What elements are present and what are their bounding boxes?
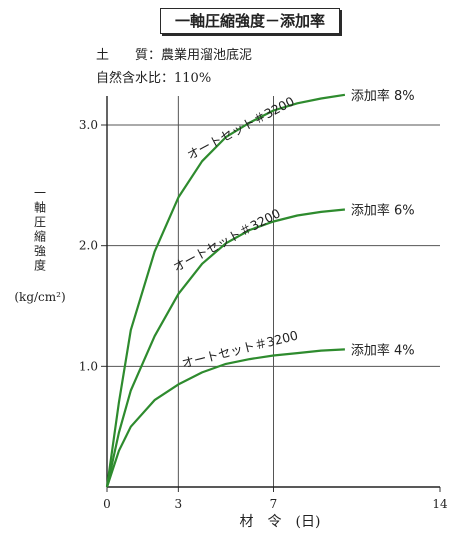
series-curve-label: オートセット＃3200 (180, 327, 299, 370)
y-axis-title-char: 一 (34, 186, 46, 200)
soil-label: 土 質： (96, 48, 162, 63)
soil-value: 農業用溜池底泥 (161, 48, 253, 63)
series-line (105, 208, 346, 488)
x-tick-label: 3 (175, 497, 183, 511)
y-tick-label: 2.0 (79, 239, 98, 253)
y-axis-title-char: 圧 (34, 215, 46, 229)
series-name-label: 添加率 8% (351, 88, 415, 104)
series-labels: 添加率 8% オートセット＃3200 添加率 6% オートセット＃3200 添加率 4%… (170, 88, 414, 371)
y-axis-title: 一軸圧縮強度 (34, 186, 46, 273)
grid (101, 96, 441, 492)
y-axis-title-char: 強 (34, 244, 46, 258)
water-content-value: 110% (174, 71, 212, 86)
axes (106, 96, 440, 488)
water-content-info: 自然含水比：110% (96, 67, 211, 86)
series (105, 93, 346, 488)
x-axis-title: 材 令 (日) (240, 514, 321, 530)
soil-info: 土 質：農業用溜池底泥 (96, 44, 252, 63)
series-name-label: 添加率 4% (351, 342, 415, 358)
y-tick-label: 3.0 (79, 118, 98, 132)
y-axis-unit: (kg/cm²) (14, 290, 65, 304)
series-curve-label: オートセット＃3200 (184, 93, 296, 162)
series-line (105, 348, 345, 488)
chart-title: 一軸圧縮強度－添加率 (160, 8, 340, 34)
y-axis-title-char: 度 (34, 258, 46, 273)
water-content-label: 自然含水比： (96, 71, 175, 86)
y-axis-title-char: 縮 (34, 229, 46, 244)
series-curve-label: オートセット＃3200 (170, 205, 282, 274)
tick-labels: 1.0 2.0 3.0 0 3 7 14 (79, 118, 448, 511)
series-line (105, 93, 346, 488)
x-tick-label: 7 (270, 497, 278, 511)
x-tick-label: 0 (103, 497, 111, 511)
x-tick-label: 14 (432, 497, 448, 511)
y-tick-label: 1.0 (79, 359, 98, 373)
series-name-label: 添加率 6% (351, 202, 415, 218)
y-axis-title-char: 軸 (34, 201, 46, 215)
